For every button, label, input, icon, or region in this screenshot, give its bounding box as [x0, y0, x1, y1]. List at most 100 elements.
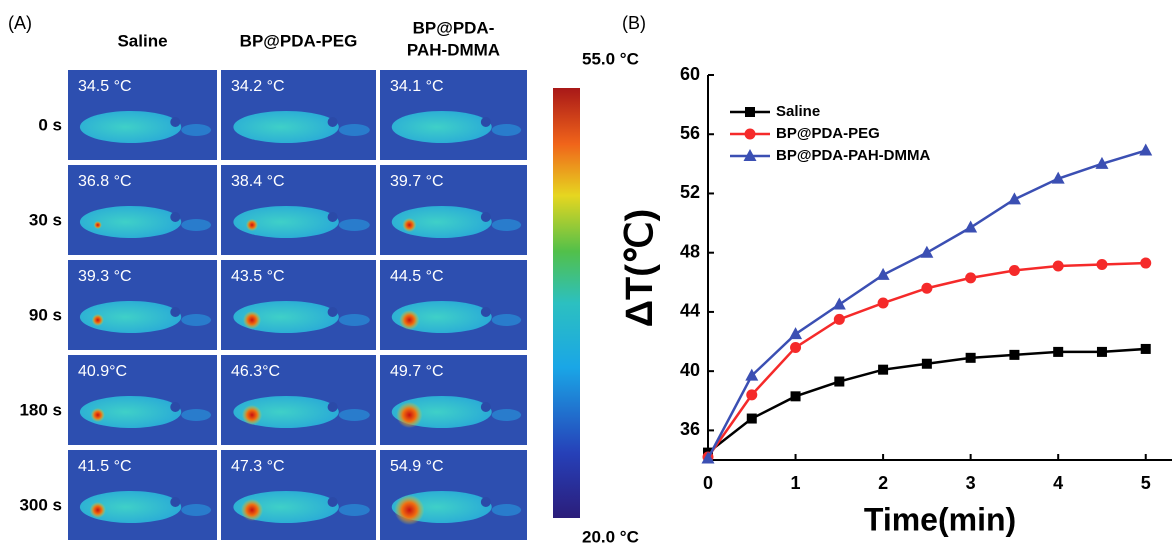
mouse-ear: [480, 212, 491, 222]
marker: [790, 391, 801, 402]
row-label: 30 s: [29, 210, 62, 229]
hot-spot: [242, 405, 262, 425]
temperature-label: 38.4 °C: [231, 173, 285, 190]
legend-label: BP@PDA-PEG: [776, 125, 880, 142]
column-header: Saline: [117, 31, 167, 50]
mouse-ear: [480, 497, 491, 507]
mouse-ear: [480, 117, 491, 127]
marker: [965, 272, 977, 284]
hot-spot: [246, 219, 258, 231]
marker: [878, 364, 889, 375]
temperature-label: 34.2 °C: [231, 78, 285, 95]
mouse-ear: [327, 402, 338, 412]
mouse-tail: [181, 124, 212, 136]
temperature-label: 41.5 °C: [78, 458, 132, 475]
hot-spot: [394, 495, 425, 525]
y-tick-label: 36: [680, 419, 700, 439]
marker: [876, 267, 890, 280]
mouse-ear: [327, 497, 338, 507]
y-tick-label: 44: [680, 301, 700, 321]
marker: [920, 245, 934, 258]
marker: [834, 376, 845, 387]
marker: [1140, 257, 1152, 269]
temperature-label: 43.5 °C: [231, 268, 285, 285]
legend-label: BP@PDA-PAH-DMMA: [776, 147, 931, 164]
mouse-body: [391, 111, 492, 143]
hot-spot: [93, 221, 102, 229]
y-tick-label: 40: [680, 360, 700, 380]
marker: [789, 327, 803, 340]
panel-b: (B) Time(min) ΔT(℃) 36 40 44 48 52 56 60 0 1 2 3 4 5…: [619, 13, 1172, 537]
mouse-tail: [338, 409, 370, 421]
mouse-tail: [181, 314, 212, 326]
row-label: 180 s: [19, 400, 62, 419]
x-tick-label: 2: [878, 473, 888, 493]
mouse-tail: [491, 504, 522, 516]
mouse-body: [233, 111, 339, 143]
mouse-tail: [491, 219, 522, 231]
y-tick-label: 52: [680, 182, 700, 202]
column-header: PAH-DMMA: [407, 40, 500, 59]
row-label: 90 s: [29, 305, 62, 324]
mouse-body: [79, 206, 182, 238]
hot-spot: [90, 408, 105, 422]
legend-label: Saline: [776, 103, 820, 120]
temperature-label: 39.3 °C: [78, 268, 132, 285]
marker: [921, 358, 932, 369]
mouse-ear: [170, 497, 181, 507]
temperature-label: 54.9 °C: [390, 458, 444, 475]
y-tick-label: 56: [680, 123, 700, 143]
marker: [1052, 260, 1064, 272]
mouse-tail: [338, 219, 370, 231]
mouse-tail: [338, 504, 370, 516]
marker: [833, 313, 845, 325]
marker: [921, 282, 933, 294]
hot-spot: [399, 310, 420, 330]
mouse-ear: [170, 307, 181, 317]
marker: [1051, 171, 1065, 184]
row-label: 300 s: [19, 495, 62, 514]
mouse-ear: [327, 307, 338, 317]
mouse-tail: [491, 314, 522, 326]
mouse-tail: [181, 409, 212, 421]
mouse-body: [233, 301, 339, 333]
marker: [877, 297, 889, 309]
marker: [832, 297, 846, 310]
marker: [1139, 143, 1153, 156]
hot-spot: [241, 499, 263, 521]
temperature-label: 39.7 °C: [390, 173, 444, 190]
mouse-body: [79, 491, 182, 523]
colorbar-max: 55.0 °C: [582, 49, 639, 68]
marker: [1140, 343, 1151, 354]
panel-label: (B): [622, 13, 646, 33]
hot-spot: [91, 314, 104, 326]
mouse-ear: [170, 117, 181, 127]
mouse-body: [391, 206, 492, 238]
x-tick-label: 3: [966, 473, 976, 493]
legend-marker: [743, 149, 757, 161]
temperature-label: 49.7 °C: [390, 363, 444, 380]
mouse-ear: [327, 117, 338, 127]
x-axis-label: Time(min): [864, 501, 1016, 537]
marker: [1009, 349, 1020, 360]
marker: [745, 368, 759, 381]
mouse-tail: [338, 314, 370, 326]
x-tick-label: 1: [791, 473, 801, 493]
marker: [964, 220, 978, 233]
mouse-ear: [327, 212, 338, 222]
marker: [965, 352, 976, 363]
temperature-label: 36.8 °C: [78, 173, 132, 190]
temperature-label: 46.3°C: [231, 363, 280, 380]
x-tick-label: 5: [1141, 473, 1151, 493]
temperature-label: 47.3 °C: [231, 458, 285, 475]
mouse-ear: [170, 212, 181, 222]
colorbar: [553, 88, 580, 518]
colorbar-min: 20.0 °C: [582, 527, 639, 546]
y-tick-label: 48: [680, 241, 700, 261]
mouse-ear: [480, 402, 491, 412]
marker: [1007, 192, 1021, 205]
hot-spot: [396, 402, 423, 428]
marker: [1096, 346, 1107, 357]
mouse-tail: [491, 124, 522, 136]
legend-marker: [744, 128, 756, 140]
